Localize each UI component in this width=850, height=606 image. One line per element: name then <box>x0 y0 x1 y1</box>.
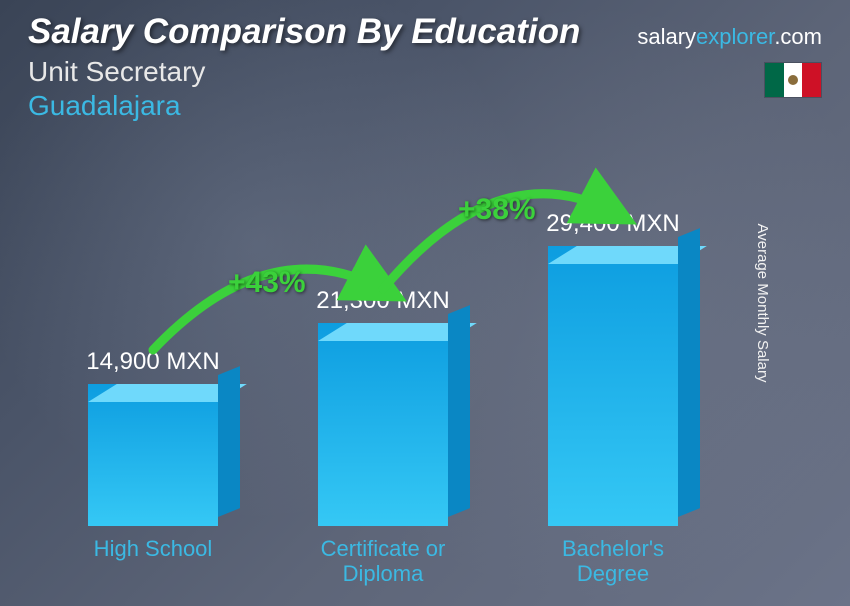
brand-accent: explorer <box>696 24 774 49</box>
increase-pct-label: +38% <box>458 193 536 227</box>
brand-suffix: .com <box>774 24 822 49</box>
header: Salary Comparison By Education Unit Secr… <box>28 12 580 122</box>
chart-title: Salary Comparison By Education <box>28 12 580 52</box>
brand-main: salary <box>637 24 696 49</box>
brand-logo: salaryexplorer.com <box>637 24 822 50</box>
chart-subtitle: Unit Secretary <box>28 56 580 88</box>
chart-location: Guadalajara <box>28 90 580 122</box>
increase-arrow <box>58 152 798 582</box>
flag-icon <box>764 62 822 98</box>
bar-chart: 14,900 MXNHigh School21,300 MXNCertifica… <box>58 152 798 582</box>
